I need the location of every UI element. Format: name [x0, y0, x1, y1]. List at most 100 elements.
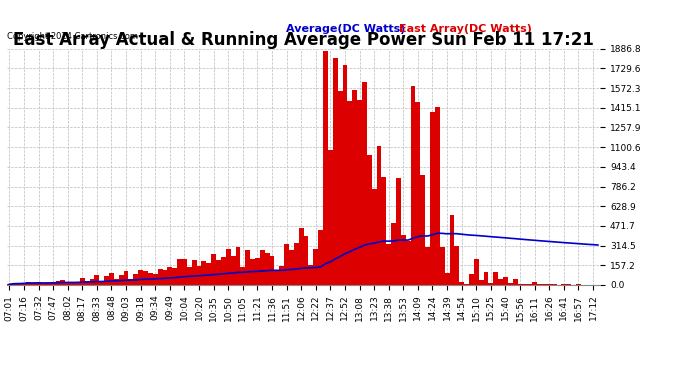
- Bar: [484, 272, 489, 285]
- Bar: [367, 155, 372, 285]
- Bar: [250, 258, 255, 285]
- Bar: [313, 249, 318, 285]
- Bar: [542, 284, 546, 285]
- Bar: [391, 223, 396, 285]
- Bar: [21, 283, 26, 285]
- Bar: [342, 64, 347, 285]
- Bar: [197, 266, 201, 285]
- Bar: [323, 51, 328, 285]
- Bar: [440, 247, 444, 285]
- Bar: [7, 284, 12, 285]
- Bar: [80, 278, 85, 285]
- Bar: [377, 146, 382, 285]
- Bar: [36, 282, 41, 285]
- Bar: [304, 236, 308, 285]
- Bar: [187, 267, 192, 285]
- Bar: [328, 150, 333, 285]
- Bar: [372, 189, 377, 285]
- Bar: [245, 250, 250, 285]
- Bar: [31, 282, 36, 285]
- Bar: [70, 283, 75, 285]
- Bar: [566, 284, 571, 285]
- Bar: [128, 279, 133, 285]
- Bar: [435, 106, 440, 285]
- Bar: [508, 284, 513, 285]
- Bar: [411, 86, 415, 285]
- Bar: [90, 279, 95, 285]
- Bar: [562, 284, 566, 285]
- Bar: [211, 254, 216, 285]
- Bar: [119, 275, 124, 285]
- Bar: [99, 281, 104, 285]
- Text: Copyright 2024 Cartronics.com: Copyright 2024 Cartronics.com: [7, 32, 138, 41]
- Bar: [158, 269, 163, 285]
- Bar: [308, 265, 313, 285]
- Bar: [206, 262, 211, 285]
- Bar: [230, 256, 235, 285]
- Bar: [294, 243, 299, 285]
- Bar: [420, 176, 425, 285]
- Bar: [221, 257, 226, 285]
- Bar: [133, 274, 138, 285]
- Bar: [143, 271, 148, 285]
- Bar: [148, 273, 152, 285]
- Bar: [182, 259, 187, 285]
- Bar: [333, 58, 337, 285]
- Bar: [75, 282, 80, 285]
- Bar: [518, 284, 522, 285]
- Bar: [168, 267, 172, 285]
- Bar: [275, 270, 279, 285]
- Bar: [50, 282, 55, 285]
- Bar: [527, 284, 532, 285]
- Bar: [17, 284, 21, 285]
- Bar: [503, 277, 508, 285]
- Bar: [498, 279, 503, 285]
- Bar: [138, 270, 143, 285]
- Bar: [362, 82, 367, 285]
- Bar: [576, 284, 581, 285]
- Bar: [469, 274, 474, 285]
- Text: Average(DC Watts): Average(DC Watts): [286, 24, 405, 34]
- Bar: [479, 280, 484, 285]
- Bar: [415, 102, 420, 285]
- Bar: [124, 271, 128, 285]
- Bar: [318, 230, 323, 285]
- Bar: [235, 247, 240, 285]
- Bar: [474, 259, 479, 285]
- Bar: [357, 100, 362, 285]
- Bar: [449, 215, 455, 285]
- Bar: [386, 244, 391, 285]
- Bar: [152, 274, 158, 285]
- Bar: [396, 178, 401, 285]
- Bar: [513, 279, 518, 285]
- Bar: [46, 283, 50, 285]
- Bar: [299, 228, 304, 285]
- Bar: [265, 253, 270, 285]
- Bar: [279, 266, 284, 285]
- Bar: [493, 272, 498, 285]
- Bar: [104, 276, 109, 285]
- Bar: [240, 267, 245, 285]
- Bar: [55, 281, 61, 285]
- Text: East Array(DC Watts): East Array(DC Watts): [399, 24, 531, 34]
- Bar: [177, 258, 182, 285]
- Bar: [12, 283, 17, 285]
- Bar: [455, 246, 460, 285]
- Bar: [260, 251, 265, 285]
- Bar: [537, 284, 542, 285]
- Bar: [255, 258, 260, 285]
- Bar: [284, 244, 289, 285]
- Bar: [289, 249, 294, 285]
- Bar: [522, 284, 527, 285]
- Bar: [337, 91, 342, 285]
- Bar: [444, 273, 449, 285]
- Bar: [425, 247, 430, 285]
- Bar: [406, 242, 411, 285]
- Bar: [352, 90, 357, 285]
- Bar: [163, 270, 168, 285]
- Bar: [109, 273, 114, 285]
- Bar: [546, 284, 552, 285]
- Bar: [347, 101, 352, 285]
- Title: East Array Actual & Running Average Power Sun Feb 11 17:21: East Array Actual & Running Average Powe…: [13, 31, 594, 49]
- Bar: [464, 284, 469, 285]
